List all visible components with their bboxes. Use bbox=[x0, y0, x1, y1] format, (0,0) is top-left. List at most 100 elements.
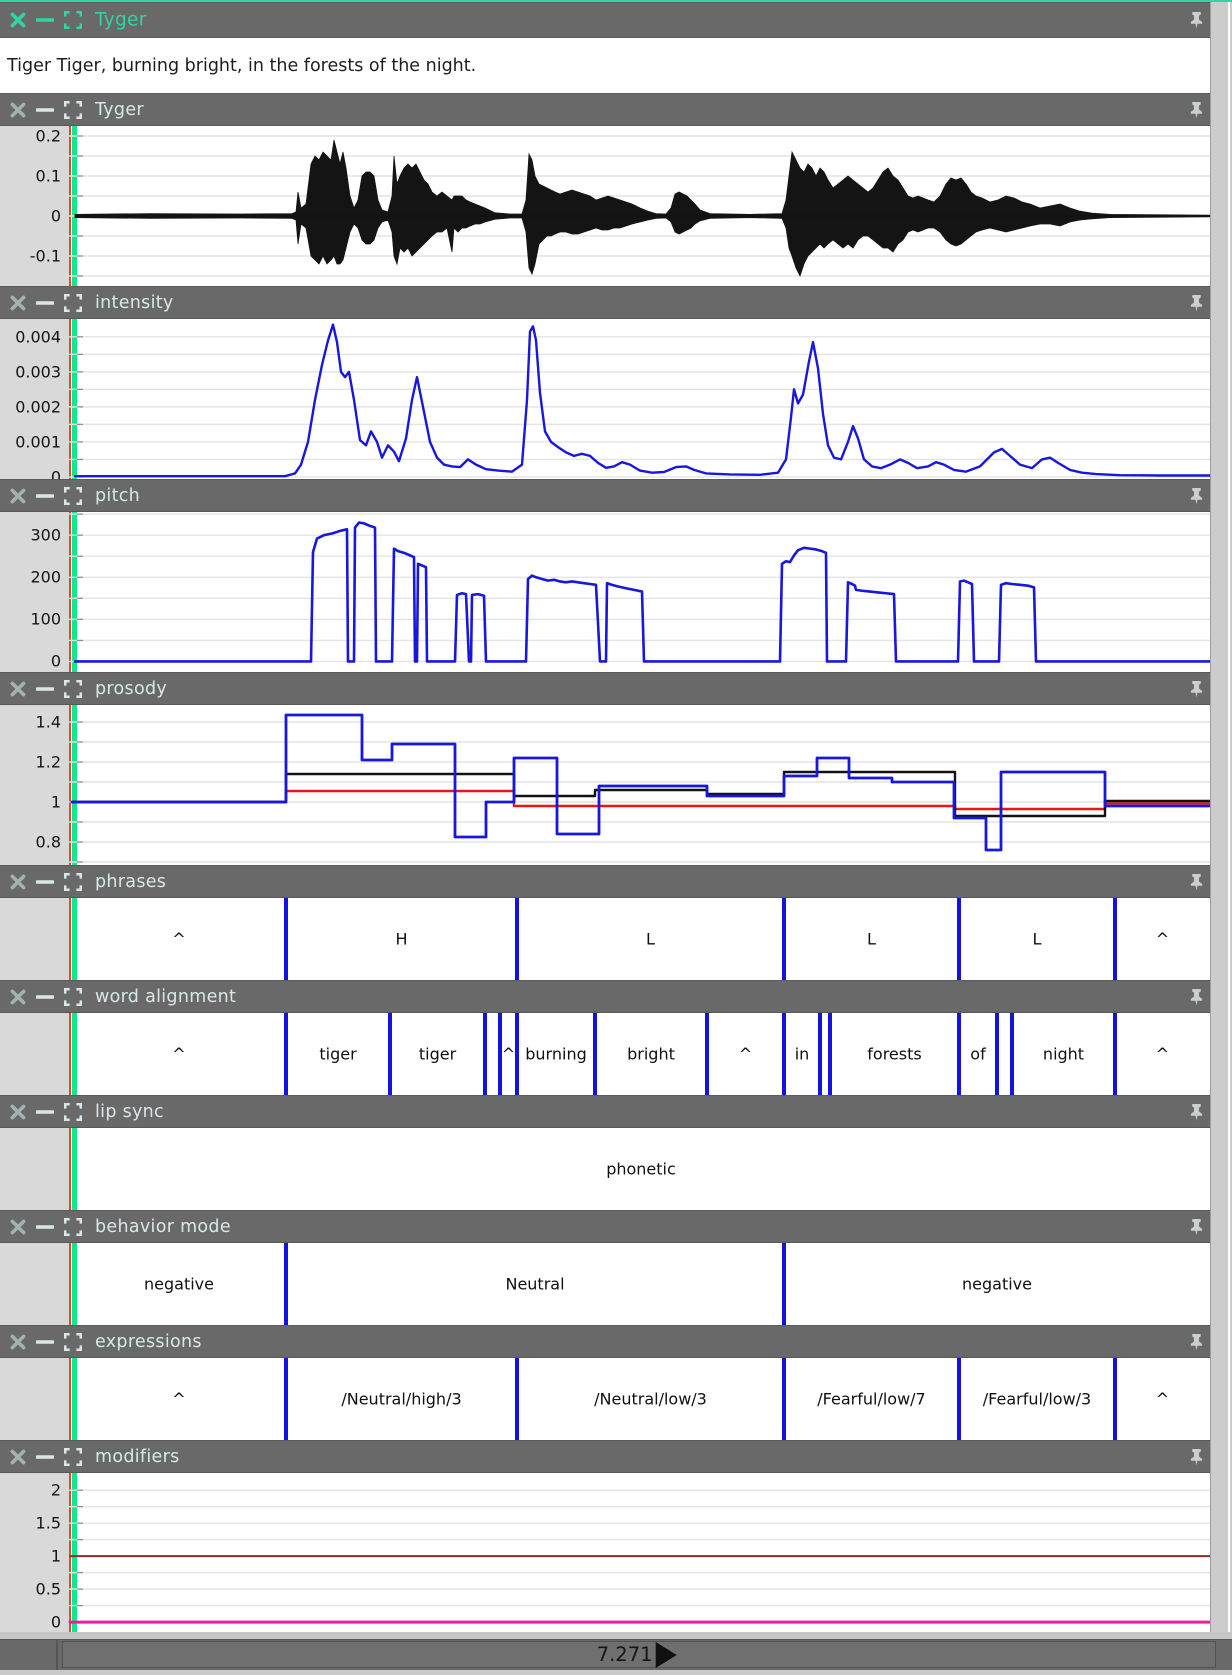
playhead-red-line[interactable] bbox=[69, 1243, 71, 1325]
close-icon[interactable] bbox=[9, 1218, 27, 1236]
playhead-red-line[interactable] bbox=[69, 319, 71, 479]
minimize-icon[interactable] bbox=[35, 873, 55, 891]
close-icon[interactable] bbox=[9, 1103, 27, 1121]
segment-boundary[interactable] bbox=[1010, 1013, 1014, 1095]
minimize-icon[interactable] bbox=[35, 1218, 55, 1236]
segment-label[interactable]: tiger bbox=[418, 1044, 457, 1064]
minimize-icon[interactable] bbox=[35, 11, 55, 29]
segment-boundary[interactable] bbox=[515, 898, 519, 980]
close-icon[interactable] bbox=[9, 1448, 27, 1466]
playhead-red-line[interactable] bbox=[69, 512, 71, 672]
segment-label[interactable]: L bbox=[1032, 929, 1042, 949]
maximize-icon[interactable] bbox=[63, 1102, 83, 1121]
pin-icon[interactable] bbox=[1188, 680, 1205, 698]
segment-boundary[interactable] bbox=[483, 1013, 487, 1095]
pin-icon[interactable] bbox=[1188, 988, 1205, 1006]
close-icon[interactable] bbox=[9, 873, 27, 891]
playhead-green-line[interactable] bbox=[72, 705, 77, 865]
segment-label[interactable]: ^ bbox=[172, 1044, 186, 1064]
segment-boundary[interactable] bbox=[284, 1013, 288, 1095]
segment-label[interactable]: /Neutral/high/3 bbox=[341, 1389, 462, 1409]
segment-boundary[interactable] bbox=[284, 898, 288, 980]
segment-label[interactable]: ^ bbox=[1155, 1389, 1170, 1409]
segment-label[interactable]: forests bbox=[867, 1044, 922, 1064]
segment-boundary[interactable] bbox=[1113, 1358, 1117, 1440]
playhead-red-line[interactable] bbox=[69, 1013, 71, 1095]
segment-label[interactable]: tiger bbox=[319, 1044, 357, 1064]
segment-boundary[interactable] bbox=[782, 1243, 786, 1325]
close-icon[interactable] bbox=[9, 11, 27, 29]
segment-label[interactable]: L bbox=[867, 929, 876, 949]
playback-scrubber[interactable]: 7.271 bbox=[62, 1641, 1216, 1668]
segment-label[interactable]: phonetic bbox=[606, 1159, 676, 1179]
playhead-red-line[interactable] bbox=[69, 1128, 71, 1210]
utterance-text-row[interactable]: Tiger Tiger, burning bright, in the fore… bbox=[0, 38, 1210, 93]
minimize-icon[interactable] bbox=[35, 487, 55, 505]
minimize-icon[interactable] bbox=[35, 680, 55, 698]
playhead-green-line[interactable] bbox=[72, 1473, 77, 1632]
segment-label[interactable]: in bbox=[794, 1044, 810, 1064]
segment-boundary[interactable] bbox=[818, 1013, 822, 1095]
segment-boundary[interactable] bbox=[782, 898, 786, 980]
segment-boundary[interactable] bbox=[957, 1358, 961, 1440]
playhead-green-line[interactable] bbox=[72, 512, 77, 672]
maximize-icon[interactable] bbox=[63, 1332, 83, 1351]
segment-label[interactable]: burning bbox=[525, 1044, 587, 1064]
minimize-icon[interactable] bbox=[35, 1448, 55, 1466]
segment-label[interactable]: negative bbox=[144, 1274, 214, 1294]
maximize-icon[interactable] bbox=[63, 1217, 83, 1236]
minimize-icon[interactable] bbox=[35, 1103, 55, 1121]
maximize-icon[interactable] bbox=[63, 987, 83, 1006]
playhead-green-line[interactable] bbox=[72, 126, 77, 286]
playhead-red-line[interactable] bbox=[69, 898, 71, 980]
segment-label[interactable]: /Fearful/low/7 bbox=[817, 1389, 926, 1409]
segment-label[interactable]: ^ bbox=[738, 1044, 753, 1064]
vertical-scrollbar[interactable] bbox=[1210, 2, 1232, 1632]
minimize-icon[interactable] bbox=[35, 1333, 55, 1351]
minimize-icon[interactable] bbox=[35, 988, 55, 1006]
segment-boundary[interactable] bbox=[1113, 1013, 1117, 1095]
segment-boundary[interactable] bbox=[515, 1358, 519, 1440]
segment-label[interactable]: ^ bbox=[1155, 1044, 1170, 1064]
pin-icon[interactable] bbox=[1188, 1218, 1205, 1236]
modifiers-canvas[interactable] bbox=[0, 1473, 1210, 1632]
maximize-icon[interactable] bbox=[63, 1447, 83, 1466]
segment-label[interactable]: of bbox=[970, 1044, 986, 1064]
segment-label[interactable]: Neutral bbox=[505, 1274, 565, 1294]
prosody-canvas[interactable] bbox=[0, 705, 1210, 865]
pin-icon[interactable] bbox=[1188, 294, 1205, 312]
segment-boundary[interactable] bbox=[284, 1243, 288, 1325]
segment-label[interactable]: H bbox=[395, 929, 408, 949]
intensity-canvas[interactable] bbox=[0, 319, 1210, 479]
maximize-icon[interactable] bbox=[63, 100, 83, 119]
maximize-icon[interactable] bbox=[63, 679, 83, 698]
segment-label[interactable]: L bbox=[646, 929, 655, 949]
segment-boundary[interactable] bbox=[593, 1013, 597, 1095]
playhead-green-line[interactable] bbox=[72, 319, 77, 479]
segment-boundary[interactable] bbox=[1113, 898, 1117, 980]
close-icon[interactable] bbox=[9, 101, 27, 119]
close-icon[interactable] bbox=[9, 294, 27, 312]
minimize-icon[interactable] bbox=[35, 294, 55, 312]
playhead-red-line[interactable] bbox=[69, 705, 71, 865]
segment-label[interactable]: negative bbox=[962, 1274, 1032, 1294]
close-icon[interactable] bbox=[9, 487, 27, 505]
pin-icon[interactable] bbox=[1188, 487, 1205, 505]
maximize-icon[interactable] bbox=[63, 293, 83, 312]
segment-label[interactable]: ^ bbox=[172, 1389, 186, 1409]
segment-label[interactable]: ^ bbox=[172, 929, 186, 949]
playhead-green-line[interactable] bbox=[72, 1128, 77, 1210]
segment-label[interactable]: /Fearful/low/3 bbox=[982, 1389, 1092, 1409]
playhead-green-line[interactable] bbox=[72, 1358, 77, 1440]
segment-label[interactable]: night bbox=[1042, 1044, 1085, 1064]
segment-boundary[interactable] bbox=[284, 1358, 288, 1440]
pin-icon[interactable] bbox=[1188, 1103, 1205, 1121]
pin-icon[interactable] bbox=[1188, 873, 1205, 891]
maximize-icon[interactable] bbox=[63, 872, 83, 891]
segment-boundary[interactable] bbox=[957, 1013, 961, 1095]
pin-icon[interactable] bbox=[1188, 1448, 1205, 1466]
segment-boundary[interactable] bbox=[515, 1013, 519, 1095]
segment-boundary[interactable] bbox=[995, 1013, 999, 1095]
segment-boundary[interactable] bbox=[782, 1358, 786, 1440]
playhead-red-line[interactable] bbox=[69, 1473, 71, 1632]
